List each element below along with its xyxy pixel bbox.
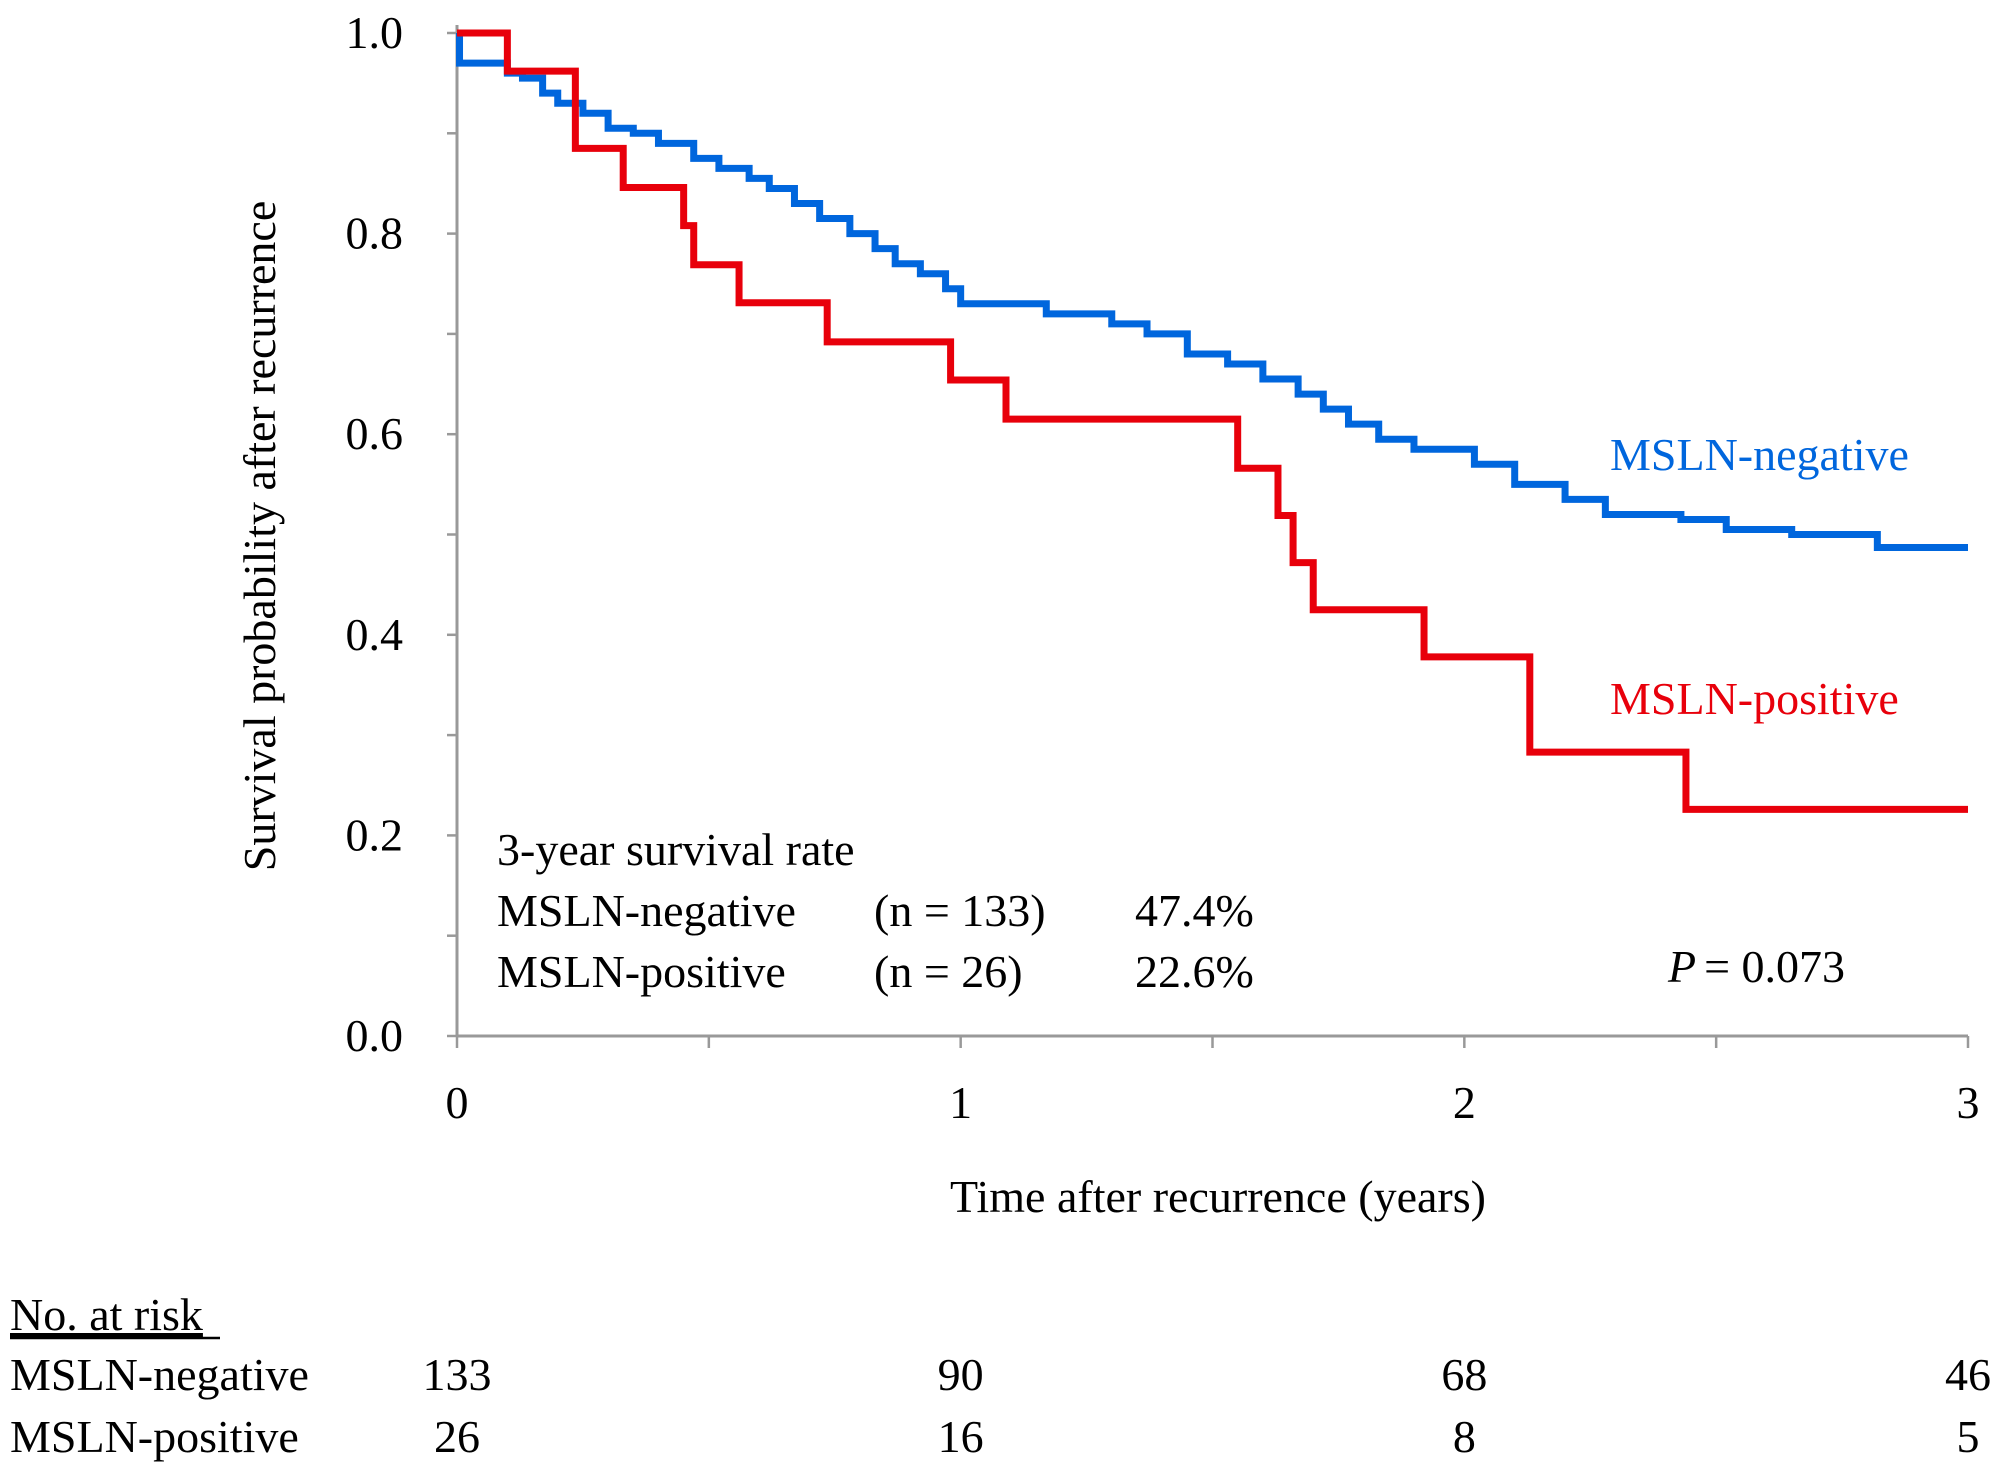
annotation-group: MSLN-negative: [497, 885, 796, 936]
risk-value: 133: [423, 1349, 492, 1400]
x-tick-label: 3: [1957, 1077, 1980, 1128]
legend-positive: MSLN-positive: [1610, 673, 1899, 724]
annotation-group: MSLN-positive: [497, 946, 786, 997]
p-number: = 0.073: [1704, 941, 1845, 992]
survival-curve-negative: [456, 29, 1968, 552]
curves: [456, 29, 1968, 813]
risk-group: MSLN-negative: [10, 1349, 309, 1400]
risk-value: 8: [1453, 1411, 1476, 1462]
annotation-n: (n = 26): [874, 946, 1023, 997]
risk-value: 68: [1441, 1349, 1487, 1400]
annotation-title: 3-year survival rate: [497, 824, 855, 875]
axes: 0.0 0.2 0.4 0.6 0.8 1.0 0 1 2 3: [346, 7, 1980, 1128]
y-axis-label: Survival probability after recurrence: [234, 201, 285, 872]
y-tick-label: 0.6: [346, 408, 404, 459]
annotation-rate: 22.6%: [1135, 946, 1254, 997]
annotation-n: (n = 133): [874, 885, 1046, 936]
survival-curve-positive: [457, 29, 1968, 813]
y-tick-label: 0.0: [346, 1010, 404, 1061]
risk-table-title: No. at risk: [10, 1289, 203, 1340]
x-tick-label: 0: [446, 1077, 469, 1128]
y-tick-label: 1.0: [346, 7, 404, 58]
risk-value: 46: [1945, 1349, 1991, 1400]
risk-value: 16: [938, 1411, 984, 1462]
annotation-rate: 47.4%: [1135, 885, 1254, 936]
y-tick-label: 0.4: [346, 609, 404, 660]
risk-values: 133 90 68 46 26 16 8 5: [423, 1349, 1992, 1462]
p-value: P = 0.073: [1667, 941, 1845, 992]
p-label: P: [1667, 941, 1696, 992]
risk-value: 90: [938, 1349, 984, 1400]
y-tick-label: 0.8: [346, 208, 404, 259]
x-tick-label: 1: [949, 1077, 972, 1128]
y-tick-label: 0.2: [346, 809, 404, 860]
x-tick-label: 2: [1453, 1077, 1476, 1128]
x-axis-label: Time after recurrence (years): [950, 1171, 1486, 1222]
legend-negative: MSLN-negative: [1610, 429, 1909, 480]
risk-group: MSLN-positive: [10, 1411, 299, 1462]
risk-value: 5: [1957, 1411, 1980, 1462]
risk-value: 26: [434, 1411, 480, 1462]
